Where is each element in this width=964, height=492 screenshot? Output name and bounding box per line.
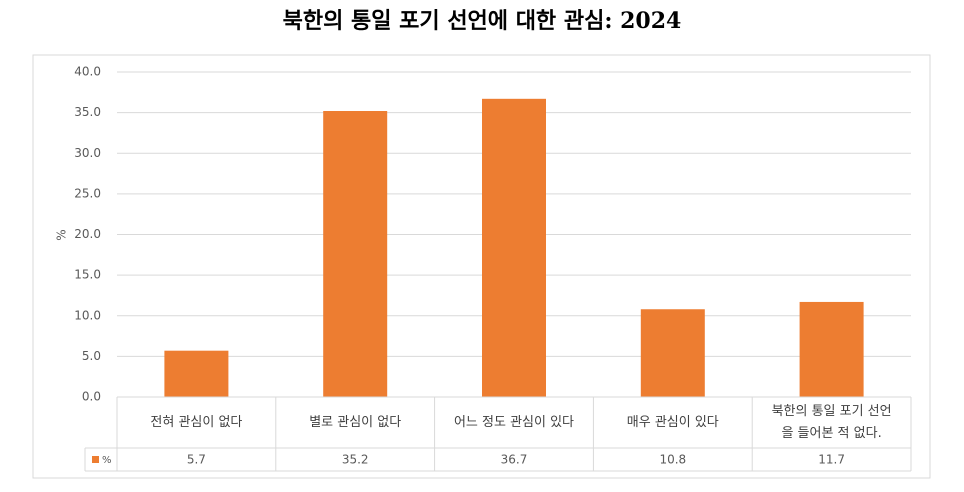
y-tick-label: 20.0: [74, 227, 101, 241]
category-label: 매우 관심이 있다: [626, 414, 719, 430]
bar: [482, 98, 546, 397]
table-value: 11.7: [818, 453, 845, 467]
table-value: 35.2: [342, 453, 369, 467]
category-label: 북한의 통일 포기 선언을 들어본 적 없다.: [771, 403, 892, 441]
chart-frame: [32, 54, 931, 479]
y-tick-label: 10.0: [74, 308, 101, 322]
y-tick-label: 40.0: [74, 65, 101, 79]
table-value: 10.8: [659, 453, 686, 467]
legend-label: %: [102, 455, 112, 466]
y-tick-label: 5.0: [82, 349, 101, 363]
bar: [164, 350, 229, 397]
legend-key: [92, 456, 99, 463]
y-axis-label: %: [55, 229, 69, 240]
category-label: 전혀 관심이 없다: [150, 414, 243, 430]
y-tick-label: 30.0: [74, 146, 101, 160]
table-value: 5.7: [187, 453, 206, 467]
y-tick-label: 15.0: [74, 268, 101, 282]
bar: [799, 301, 864, 397]
table-value: 36.7: [501, 453, 528, 467]
bar: [640, 309, 705, 397]
category-label: 별로 관심이 없다: [309, 414, 402, 430]
bar: [323, 111, 388, 397]
chart-title: 북한의 통일 포기 선언에 대한 관심: 2024: [283, 8, 682, 34]
y-tick-label: 0.0: [82, 390, 101, 404]
y-tick-label: 35.0: [74, 105, 101, 119]
category-label: 어느 정도 관심이 있다: [453, 414, 575, 430]
y-tick-label: 25.0: [74, 186, 101, 200]
